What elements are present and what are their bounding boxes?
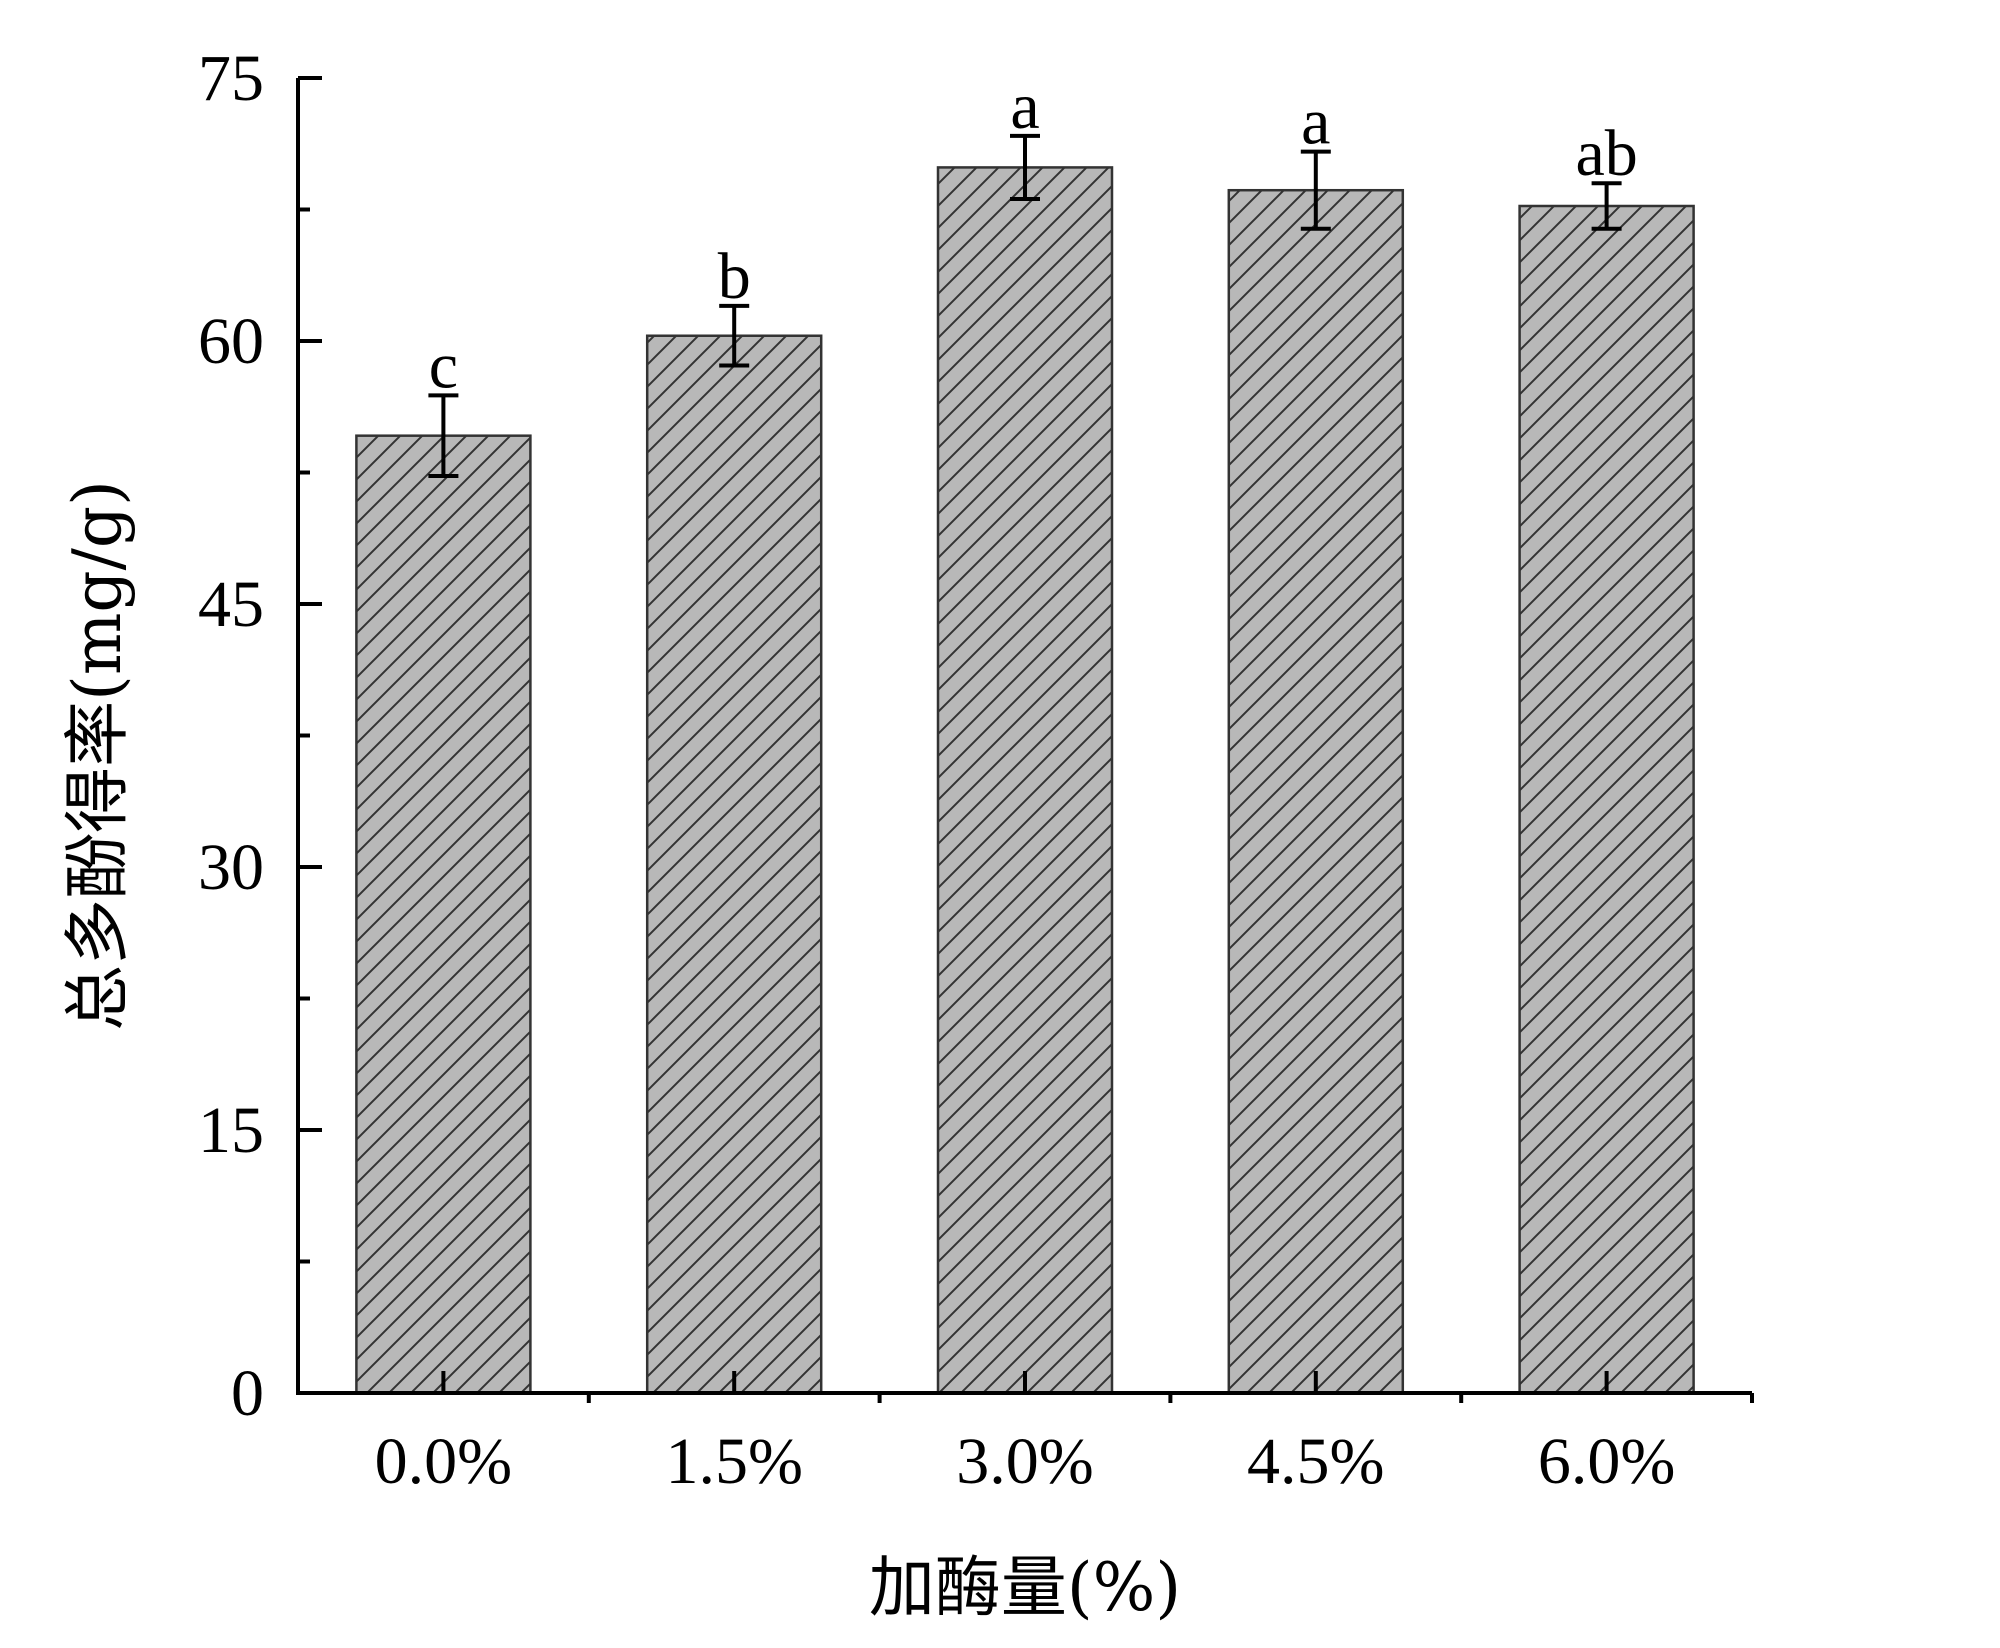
x-tick-label-0: 0.0% [375,1425,512,1498]
y-tick-label-1: 15 [198,1094,264,1167]
x-axis-title: 加酶量(%) [869,1549,1181,1626]
y-tick-label-0: 0 [231,1357,264,1430]
bar-4 [1518,204,1695,1395]
x-tick-label-4: 6.0% [1538,1425,1675,1498]
significance-label-3: a [1301,86,1330,159]
y-tick-label-3: 45 [198,568,264,641]
y-tick-label-4: 60 [198,305,264,378]
y-axis-title: 总多酚得率(mg/g) [59,480,136,1031]
bar-2 [936,166,1114,1395]
bars-layer [355,166,1695,1395]
significance-label-0: c [429,329,458,402]
bar-1 [645,334,823,1395]
x-tick-label-2: 3.0% [956,1425,1093,1498]
x-tick-label-1: 1.5% [665,1425,802,1498]
significance-label-1: b [718,240,751,313]
y-tick-label-5: 75 [198,42,264,115]
bar-3 [1227,188,1405,1395]
bar-0 [355,434,532,1395]
y-tick-label-2: 30 [198,831,264,904]
error-bars-layer [428,133,1622,479]
significance-label-4: ab [1575,117,1637,190]
x-tick-label-3: 4.5% [1247,1425,1384,1498]
labels-layer: c 0.0% b 1.5% a 3.0% a 4.5% ab 6.0% 0 15 30 45 60 75 [198,42,1675,1498]
significance-label-2: a [1010,70,1039,143]
axes [296,76,1754,1403]
